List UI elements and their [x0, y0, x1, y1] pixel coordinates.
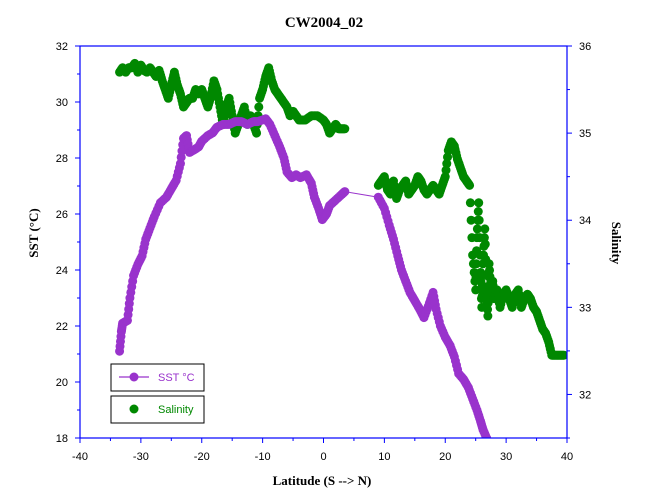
y-left-tick-label: 24 [56, 265, 68, 277]
x-tick-label: 0 [320, 451, 326, 463]
salinity-point [441, 165, 451, 175]
chart-title: CW2004_02 [285, 15, 363, 31]
y-left-tick-label: 26 [56, 209, 68, 221]
salinity-point [440, 172, 450, 182]
salinity-point [471, 259, 481, 269]
x-tick-label: 30 [500, 451, 512, 463]
y-right-axis-ticks: 32 33 34 35 36 [567, 41, 591, 439]
y-left-tick-label: 22 [56, 321, 68, 333]
x-tick-label: 20 [439, 451, 451, 463]
salinity-point [252, 128, 262, 138]
y-right-tick-label: 32 [579, 389, 591, 401]
salinity-point [466, 215, 476, 225]
salinity-point [559, 350, 567, 360]
x-axis-ticks: -40 -30 -20 -10 0 10 20 30 40 [72, 438, 573, 463]
y-left-tick-label: 28 [56, 153, 68, 165]
salinity-point [465, 198, 475, 208]
x-axis-label: Latitude (S --> N) [273, 473, 372, 488]
sst-series [115, 114, 492, 438]
x-tick-label: 10 [378, 451, 390, 463]
y-right-tick-label: 35 [579, 128, 591, 140]
y-left-tick-label: 30 [56, 97, 68, 109]
legend-item-salinity: Salinity [110, 395, 205, 424]
y-right-tick-label: 36 [579, 41, 591, 53]
x-tick-label: -30 [133, 451, 149, 463]
salinity-point [483, 311, 493, 321]
y-right-tick-label: 33 [579, 302, 591, 314]
y-left-axis-ticks: 18 20 22 24 26 28 30 32 [56, 41, 80, 445]
legend: SST °C Salinity [110, 363, 205, 424]
legend-marker-salinity [129, 404, 139, 414]
salinity-point [483, 305, 493, 315]
salinity-point [474, 198, 484, 208]
salinity-point [484, 259, 494, 269]
x-tick-label: -20 [194, 451, 210, 463]
salinity-point [474, 215, 484, 225]
y-right-axis-label: Salinity [609, 222, 624, 265]
y-right-tick-label: 34 [579, 215, 591, 227]
salinity-point [254, 102, 264, 112]
legend-label-sst: SST °C [158, 372, 195, 384]
salinity-point [443, 152, 453, 162]
x-tick-label: -40 [72, 451, 88, 463]
salinity-series [115, 58, 567, 360]
legend-box-salinity [110, 395, 205, 424]
salinity-point [465, 180, 475, 190]
legend-item-sst: SST °C [110, 363, 205, 392]
x-tick-label: -10 [255, 451, 271, 463]
y-left-tick-label: 32 [56, 41, 68, 53]
salinity-point [472, 224, 482, 234]
sst-point [482, 433, 492, 438]
legend-marker-sst [129, 372, 139, 382]
y-left-tick-label: 18 [56, 433, 68, 445]
salinity-point [480, 239, 490, 249]
salinity-point [473, 207, 483, 217]
y-left-tick-label: 20 [56, 377, 68, 389]
x-tick-label: 40 [561, 451, 573, 463]
y-left-axis-label: SST (°C) [26, 208, 41, 257]
salinity-point [480, 224, 490, 234]
salinity-point [340, 124, 350, 134]
salinity-point [442, 159, 452, 169]
salinity-point [485, 265, 495, 275]
legend-label-salinity: Salinity [158, 404, 194, 416]
sst-point [340, 187, 350, 197]
